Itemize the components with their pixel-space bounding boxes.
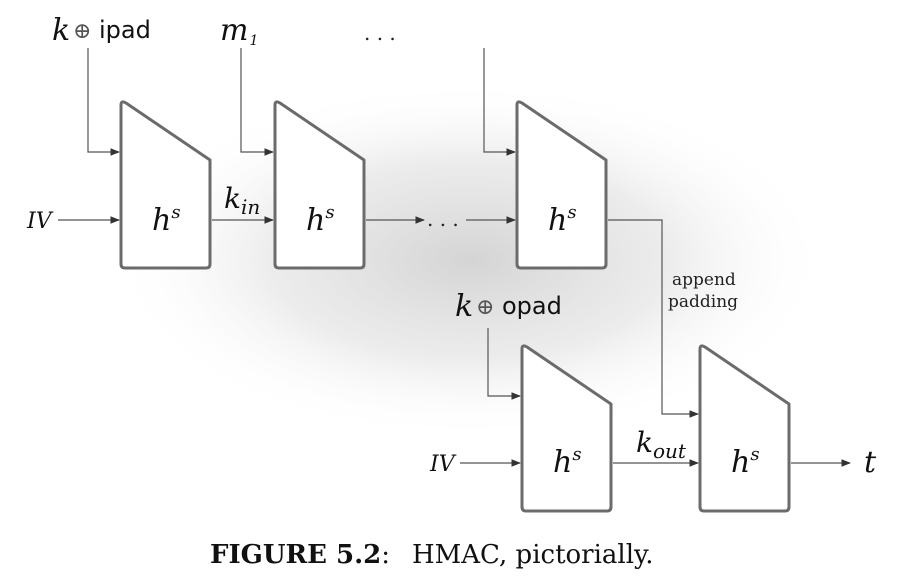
svg-text:opad: opad [502, 292, 562, 320]
label-append: append [672, 270, 736, 290]
compression-block-5: hs [698, 344, 791, 513]
svg-text:hs: hs [731, 444, 760, 480]
wire-ipad-to-h1 [87, 48, 120, 156]
label-chain-dots: . . . [427, 207, 459, 231]
svg-text:hs: hs [306, 202, 335, 238]
compression-block-2: hs [273, 100, 366, 270]
figure-caption: FIGURE 5.2: HMAC, pictorially. [210, 540, 654, 570]
label-padding: padding [668, 292, 738, 312]
wire-opad-to-h4 [487, 328, 521, 400]
wire-mlast-to-h3 [483, 48, 516, 156]
svg-text:ipad: ipad [99, 16, 151, 44]
label-k-xor-opad: k ⊕ opad [455, 289, 562, 324]
svg-text:hs: hs [553, 444, 582, 480]
svg-text:hs: hs [152, 202, 181, 238]
xor-icon: ⊕ [73, 19, 91, 44]
svg-text:hs: hs [548, 202, 577, 238]
label-top-dots: . . . [364, 21, 396, 45]
label-iv-bottom: IV [429, 452, 457, 477]
xor-icon: ⊕ [476, 295, 494, 320]
label-output-t: t [864, 445, 877, 480]
compression-block-3: hs [515, 100, 608, 270]
label-m1: m1 [220, 13, 258, 49]
wire-h3-append-padding-to-h5 [608, 219, 699, 418]
label-k-xor-ipad: k ⊕ ipad [52, 13, 151, 48]
label-iv-top: IV [26, 209, 54, 234]
svg-text:k: k [52, 13, 70, 48]
svg-text:k: k [455, 289, 473, 324]
compression-block-1: hs [119, 100, 212, 270]
compression-block-4: hs [520, 344, 613, 513]
wire-m1-to-h2 [240, 48, 274, 156]
label-k-in: kin [224, 182, 260, 219]
label-k-out: kout [636, 426, 687, 463]
